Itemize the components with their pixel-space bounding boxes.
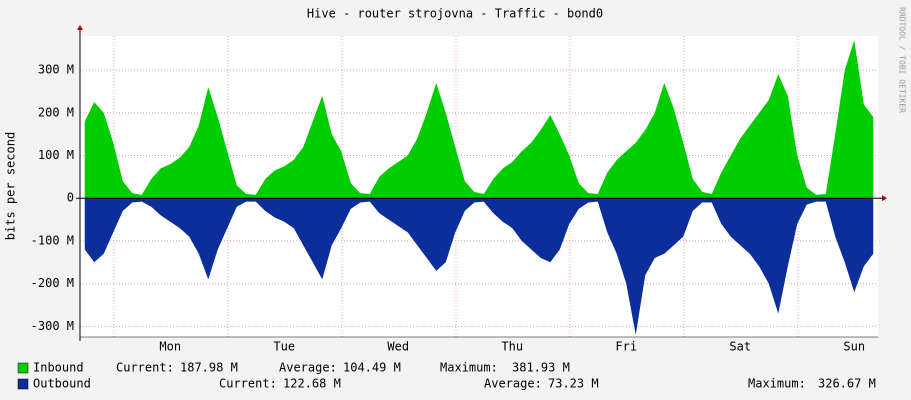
x-tick-label: Mon — [159, 340, 181, 354]
legend-stat-label: Average: — [484, 377, 542, 391]
y-tick-label: -200 M — [31, 276, 74, 290]
y-tick-label: -300 M — [31, 319, 74, 333]
x-tick-label: Tue — [273, 340, 295, 354]
x-tick-label: Fri — [615, 340, 637, 354]
axis-arrow — [882, 195, 887, 202]
y-axis-label: bits per second — [4, 132, 18, 240]
x-tick-label: Sat — [729, 340, 751, 354]
area — [84, 198, 874, 335]
legend-stat-value: 104.49 M — [343, 361, 401, 375]
legend-stat-value: 187.98 M — [180, 361, 238, 375]
legend-stat-label: Average: — [279, 361, 337, 375]
legend-stat-label: Maximum: — [748, 377, 806, 391]
x-tick-label: Sun — [843, 340, 865, 354]
legend-label: Inbound — [33, 361, 84, 375]
y-tick-label: 100 M — [38, 148, 74, 162]
x-tick-label: Wed — [387, 340, 409, 354]
legend-swatch — [17, 362, 29, 374]
legend-stat-label: Current: — [219, 377, 277, 391]
legend-stat-label: Current: — [116, 361, 174, 375]
legend-label: Outbound — [33, 377, 91, 391]
x-tick-label: Thu — [501, 340, 523, 354]
legend-stat-value: 381.93 M — [512, 361, 570, 375]
legend-swatch — [17, 378, 29, 390]
area — [84, 40, 874, 199]
chart-title: Hive - router strojovna - Traffic - bond… — [307, 7, 603, 21]
axis-arrow — [77, 25, 83, 30]
y-tick-label: -100 M — [31, 233, 74, 247]
y-tick-label: 300 M — [38, 63, 74, 77]
legend-stat-label: Maximum: — [440, 361, 498, 375]
y-tick-label: 200 M — [38, 105, 74, 119]
legend-stat-value: 122.68 M — [283, 377, 341, 391]
y-tick-label: 0 — [67, 191, 74, 205]
legend-stat-value: 326.67 M — [818, 377, 876, 391]
watermark: RRDTOOL / TOBI OETIKER — [898, 7, 907, 113]
legend-stat-value: 73.23 M — [548, 377, 599, 391]
